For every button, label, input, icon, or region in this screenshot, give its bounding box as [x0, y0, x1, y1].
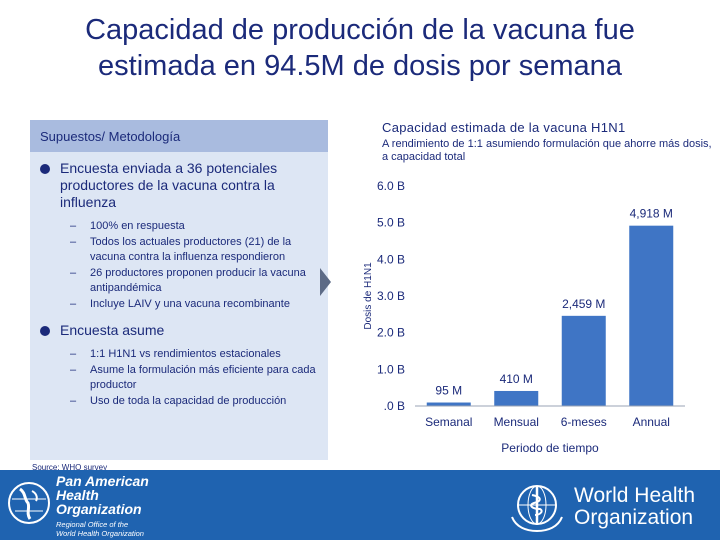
y-tick-label: 5.0 B	[377, 216, 405, 230]
bar-data-label: 2,459 M	[562, 297, 605, 311]
y-tick-label: .0 B	[384, 399, 405, 413]
paho-line-3: Organization	[56, 501, 142, 517]
arrow-right-icon	[320, 268, 331, 296]
page-title: Capacidad de producción de la vacuna fue…	[0, 12, 720, 84]
chart-subtitle: A rendimiento de 1:1 asumiendo formulaci…	[382, 138, 712, 163]
paho-subtitle: Regional Office of the World Health Orga…	[56, 520, 144, 538]
bar	[426, 402, 471, 406]
assumptions-header: Supuestos/ Metodología	[30, 120, 328, 152]
paho-sub-1: Regional Office of the	[56, 520, 129, 529]
sub-bullet-text: Incluye LAIV y una vacuna recombinante	[90, 297, 290, 310]
sub-bullet-text: Todos los actuales productores (21) de l…	[90, 235, 292, 264]
bar-data-label: 95 M	[435, 384, 462, 398]
paho-wordmark: Pan American Health Organization	[56, 474, 149, 516]
capacity-bar-chart: .0 B 1.0 B 2.0 B 3.0 B 4.0 B 5.0 B 6.0 B Dosis …	[363, 179, 685, 455]
x-category-label: Mensual	[494, 415, 539, 429]
sub-bullet: –100% en respuesta	[70, 220, 185, 232]
footer-bar	[0, 470, 720, 540]
x-category-label: Semanal	[425, 415, 472, 429]
paho-emblem-icon	[8, 482, 50, 524]
x-axis-label: Periodo de tiempo	[501, 441, 599, 455]
sub-bullet: – Uso de toda la capacidad de producción	[70, 394, 287, 407]
bullet-dot-icon	[40, 164, 50, 174]
bar-data-label: 410 M	[500, 372, 533, 386]
sub-bullet: –1:1 H1N1 vs rendimientos estacionales	[70, 348, 281, 360]
y-axis-label: Dosis de H1N1	[363, 262, 374, 330]
bullet-survey: Encuesta enviada a 36 potenciales produc…	[40, 160, 326, 211]
y-tick-label: 3.0 B	[377, 289, 405, 303]
title-line-2: estimada en 94.5M de dosis por semana	[98, 50, 622, 82]
bullet-assumes-subs: –1:1 H1N1 vs rendimientos estacionales –…	[70, 347, 326, 409]
who-emblem-icon	[511, 485, 563, 533]
bar	[629, 225, 674, 406]
bar	[494, 390, 539, 406]
sub-bullet: – Todos los actuales productores (21) de …	[70, 235, 292, 264]
paho-line-1: Pan American	[56, 473, 149, 489]
assumptions-panel	[30, 120, 328, 460]
who-line-2: Organization	[574, 506, 694, 529]
bullet-assumes: Encuesta asume	[40, 322, 326, 339]
bullet-assumes-text: Encuesta asume	[60, 322, 165, 338]
sub-bullet-text: Asume la formulación más eficiente para …	[90, 363, 316, 392]
y-tick-label: 4.0 B	[377, 252, 405, 266]
who-line-1: World Health	[574, 484, 695, 507]
who-wordmark: World Health Organization	[574, 485, 695, 529]
sub-bullet-text: 1:1 H1N1 vs rendimientos estacionales	[90, 348, 281, 360]
x-category-label: Annual	[633, 415, 670, 429]
y-tick-label: 1.0 B	[377, 362, 405, 376]
bullet-survey-subs: –100% en respuesta – Todos los actuales p…	[70, 219, 326, 312]
sub-bullet-text: 26 productores proponen producir la vacu…	[90, 266, 306, 295]
bullet-survey-text: Encuesta enviada a 36 potenciales produc…	[60, 160, 278, 210]
bar-data-label: 4,918 M	[630, 207, 673, 221]
chart-title: Capacidad estimada de la vacuna H1N1	[382, 120, 626, 135]
assumptions-bullets: Encuesta enviada a 36 potenciales produc…	[40, 160, 326, 419]
paho-sub-2: World Health Organization	[56, 529, 144, 538]
sub-bullet: –26 productores proponen producir la vac…	[70, 266, 306, 295]
x-category-label: 6-meses	[561, 415, 607, 429]
paho-line-2: Health	[56, 487, 99, 503]
source-note: Source: WHO survey	[32, 463, 108, 472]
sub-bullet: – Incluye LAIV y una vacuna recombinante	[70, 297, 290, 310]
bar	[561, 315, 606, 406]
y-tick-label: 2.0 B	[377, 326, 405, 340]
y-tick-label: 6.0 B	[377, 179, 405, 193]
sub-bullet-text: 100% en respuesta	[90, 220, 185, 232]
sub-bullet-text: Uso de toda la capacidad de producción	[90, 394, 287, 407]
sub-bullet: – Asume la formulación más eficiente para…	[70, 363, 316, 392]
title-line-1: Capacidad de producción de la vacuna fue	[85, 14, 635, 46]
bullet-dot-icon	[40, 326, 50, 336]
